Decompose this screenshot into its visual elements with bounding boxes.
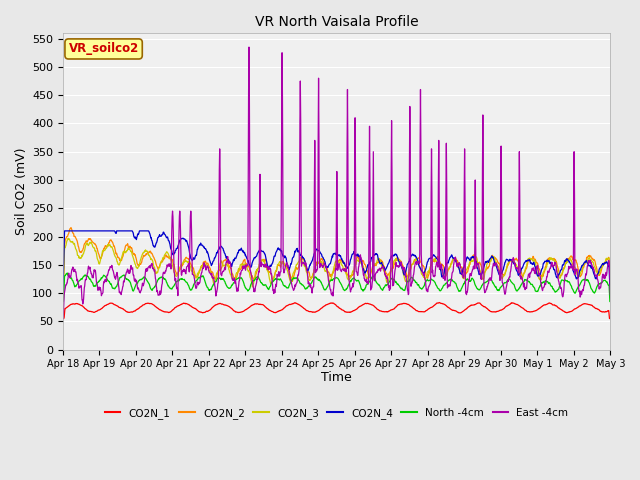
Y-axis label: Soil CO2 (mV): Soil CO2 (mV) [15, 147, 28, 235]
CO2N_1 [59, 316, 67, 322]
CO2N_2 [542, 264, 550, 270]
CO2N_1 [181, 300, 189, 306]
East -4cm [245, 44, 253, 50]
North -4cm [422, 278, 429, 284]
CO2N_1 [607, 316, 614, 322]
Line: CO2N_1: CO2N_1 [63, 302, 611, 319]
North -4cm [542, 278, 550, 284]
CO2N_3 [493, 263, 501, 269]
CO2N_4 [181, 237, 189, 242]
CO2N_1 [168, 309, 175, 314]
East -4cm [242, 262, 250, 268]
CO2N_4 [493, 266, 501, 272]
CO2N_3 [181, 258, 189, 264]
North -4cm [607, 299, 614, 304]
CO2N_4 [422, 266, 429, 272]
North -4cm [493, 287, 501, 293]
East -4cm [422, 282, 429, 288]
CO2N_4 [542, 258, 550, 264]
CO2N_1 [242, 307, 250, 312]
North -4cm [168, 286, 175, 292]
CO2N_3 [243, 263, 250, 268]
CO2N_1 [493, 309, 501, 314]
North -4cm [59, 299, 67, 304]
CO2N_2 [493, 258, 501, 264]
Line: CO2N_4: CO2N_4 [63, 231, 611, 298]
X-axis label: Time: Time [321, 371, 352, 384]
East -4cm [181, 267, 189, 273]
CO2N_3 [422, 276, 429, 281]
CO2N_3 [607, 289, 614, 295]
Line: CO2N_3: CO2N_3 [63, 239, 611, 298]
CO2N_1 [422, 308, 429, 314]
CO2N_2 [67, 225, 75, 230]
CO2N_2 [607, 289, 614, 295]
CO2N_1 [435, 300, 443, 305]
CO2N_2 [243, 262, 250, 267]
CO2N_2 [422, 270, 429, 276]
CO2N_3 [59, 295, 67, 301]
Title: VR North Vaisala Profile: VR North Vaisala Profile [255, 15, 419, 29]
Text: VR_soilco2: VR_soilco2 [68, 42, 139, 56]
CO2N_4 [59, 288, 67, 294]
North -4cm [181, 278, 189, 284]
North -4cm [63, 270, 71, 276]
Line: North -4cm: North -4cm [63, 273, 611, 301]
East -4cm [542, 282, 550, 288]
CO2N_2 [59, 296, 67, 302]
East -4cm [493, 264, 501, 269]
CO2N_4 [61, 228, 68, 234]
CO2N_1 [542, 302, 550, 308]
CO2N_4 [607, 295, 614, 300]
East -4cm [168, 250, 175, 256]
CO2N_2 [168, 256, 175, 262]
CO2N_3 [168, 260, 175, 265]
Line: CO2N_2: CO2N_2 [63, 228, 611, 299]
East -4cm [607, 292, 614, 298]
CO2N_2 [181, 256, 189, 262]
CO2N_3 [65, 236, 72, 241]
North -4cm [243, 286, 250, 292]
Line: East -4cm: East -4cm [63, 47, 611, 319]
CO2N_4 [168, 248, 175, 254]
East -4cm [59, 316, 67, 322]
CO2N_3 [542, 266, 550, 272]
CO2N_4 [243, 254, 250, 260]
Legend: CO2N_1, CO2N_2, CO2N_3, CO2N_4, North -4cm, East -4cm: CO2N_1, CO2N_2, CO2N_3, CO2N_4, North -4… [100, 404, 573, 423]
